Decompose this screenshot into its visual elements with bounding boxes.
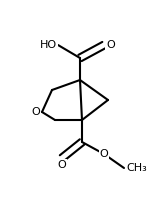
Text: CH₃: CH₃ xyxy=(126,163,147,173)
Text: O: O xyxy=(58,160,66,170)
Text: O: O xyxy=(31,107,40,117)
Text: O: O xyxy=(100,149,108,159)
Text: HO: HO xyxy=(40,40,57,50)
Text: O: O xyxy=(106,40,115,50)
